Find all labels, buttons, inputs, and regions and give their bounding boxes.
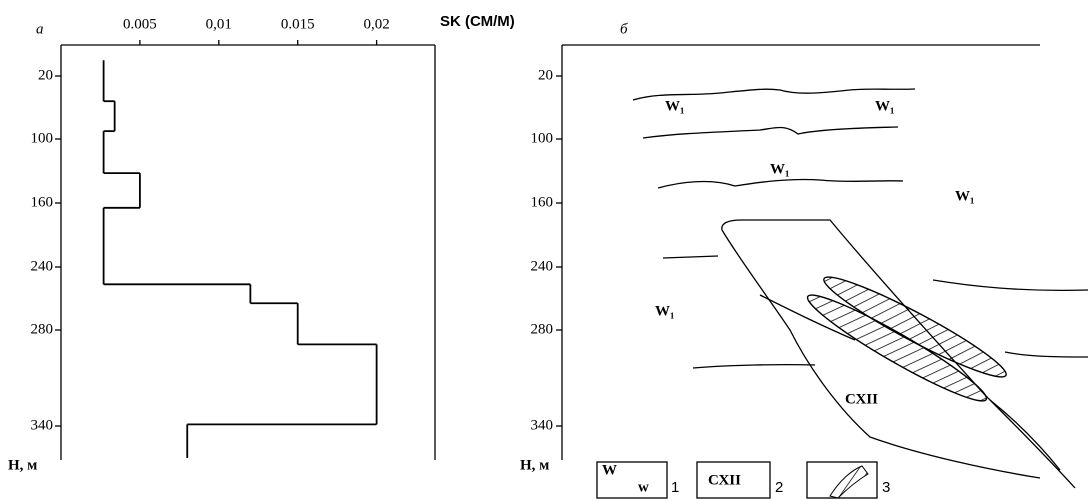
x-axis-label: SK (СМ/М) (440, 13, 515, 30)
section-drawing (633, 89, 1088, 488)
panel-label: a (36, 21, 44, 37)
y-tick-label: 340 (531, 417, 554, 433)
legend-number: 3 (882, 479, 890, 496)
zone-label: W₁ (875, 98, 895, 114)
legend-number: 1 (671, 479, 679, 496)
y-tick-label: 20 (38, 67, 53, 83)
y-tick-label: 100 (31, 130, 54, 146)
zone-label: W₁ (770, 161, 790, 177)
panel-label: б (620, 21, 628, 37)
x-tick-label: 0,01 (206, 16, 232, 32)
y-axis-label: H, м (520, 457, 549, 473)
y-tick-label: 280 (531, 321, 554, 337)
legend-symbol: СХII (708, 472, 741, 488)
y-tick-label: 160 (31, 194, 54, 210)
legend-swatch (830, 466, 868, 498)
x-tick-label: 0.015 (281, 16, 315, 32)
zone-label: W₁ (655, 303, 675, 319)
y-tick-label: 340 (31, 417, 54, 433)
body-label: СХII (845, 391, 878, 407)
y-tick-label: 100 (531, 130, 554, 146)
y-tick-label: 240 (31, 258, 54, 274)
legend-symbol: W (602, 462, 617, 478)
x-tick-label: 0.005 (123, 16, 157, 32)
zone-label: W₁ (665, 98, 685, 114)
y-axis-label: H, м (8, 457, 37, 473)
zone-label: W₁ (955, 188, 975, 204)
y-tick-label: 240 (531, 258, 554, 274)
y-tick-label: 280 (31, 321, 54, 337)
y-tick-label: 20 (538, 67, 553, 83)
y-tick-label: 160 (531, 194, 554, 210)
x-tick-label: 0,02 (363, 16, 389, 32)
legend-symbol: w (638, 479, 649, 495)
figure: a SK (СМ/М) H, м б H, м W₁ W₁ W₁ W₁ W₁ С… (0, 0, 1088, 500)
legend-number: 2 (775, 479, 783, 496)
